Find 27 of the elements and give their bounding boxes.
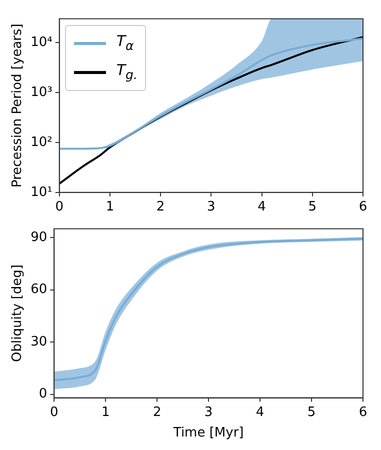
x-tick-label: 3	[207, 200, 216, 215]
y-tick-label: 10¹	[30, 184, 52, 200]
y-axis-title: Precession Period [years]	[10, 24, 26, 188]
y-axis-title: Obliquity [deg]	[10, 264, 26, 362]
x-tick-label: 5	[308, 200, 317, 215]
line-series	[59, 36, 363, 185]
x-axis-title: Time [Myr]	[172, 426, 244, 441]
x-tick-label: 2	[156, 200, 165, 215]
y-tick-label: 10⁴	[30, 34, 52, 50]
y-tick-label: 10³	[30, 84, 52, 100]
x-tick-label: 3	[204, 404, 213, 420]
x-tick-label: 6	[358, 404, 368, 420]
y-tick-label: 60	[30, 282, 48, 298]
legend-label: T$_{α}$	[116, 30, 134, 55]
x-tick-label: 6	[358, 200, 368, 215]
y-tick-label: 30	[30, 334, 48, 350]
x-tick-label: 4	[258, 200, 266, 215]
x-tick-label: 0	[55, 200, 64, 215]
y-tick-label: 90	[30, 230, 48, 245]
legend-label: T$_{g.}$	[116, 60, 138, 84]
x-tick-label: 4	[256, 404, 264, 420]
y-tick-label: 10²	[30, 134, 52, 150]
x-tick-label: 2	[152, 404, 162, 420]
y-tick-label: 0	[38, 386, 48, 402]
x-tick-label: 5	[307, 404, 316, 420]
x-tick-label: 1	[101, 404, 110, 420]
x-tick-label: 1	[106, 200, 114, 215]
